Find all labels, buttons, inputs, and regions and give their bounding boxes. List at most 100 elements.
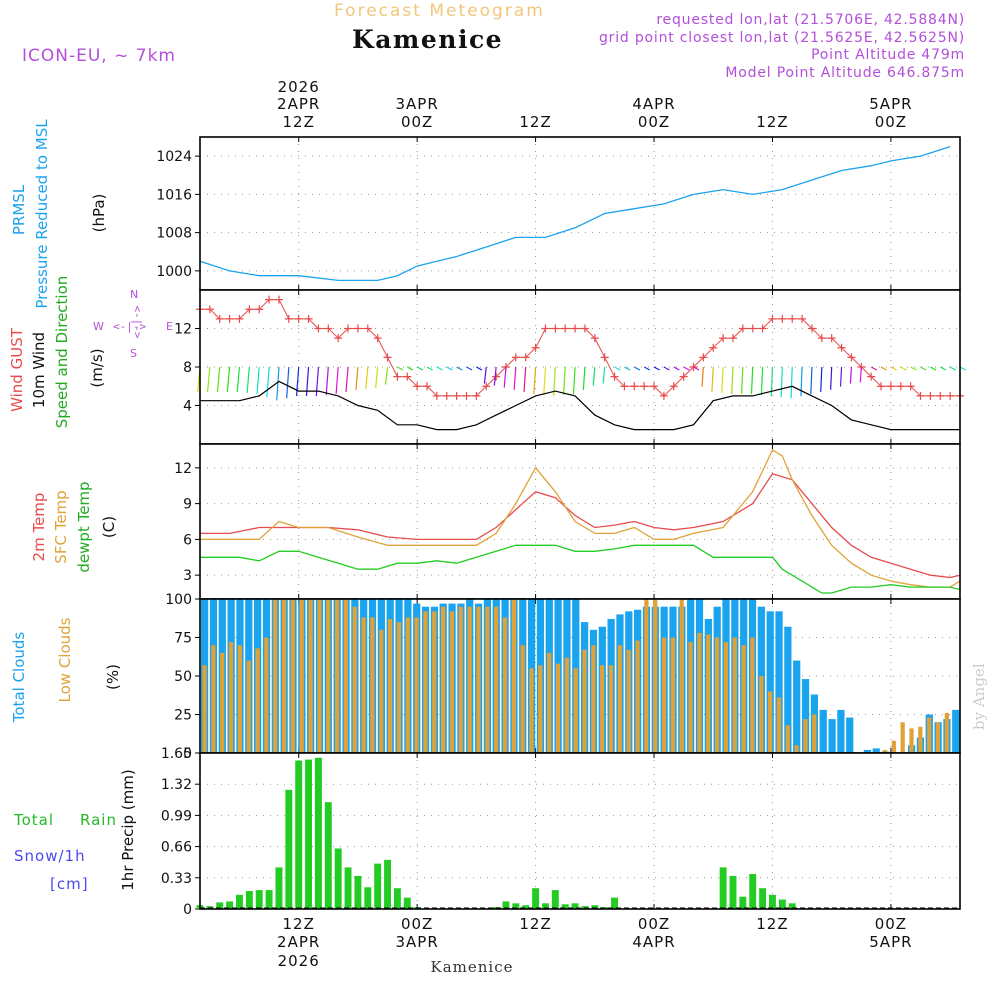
low-cloud-bar [326,599,331,753]
low-cloud-bar [697,632,702,753]
gust-marker [373,334,382,343]
wind-direction-arrow [295,366,300,397]
temp-panel: 3 6 9 12 [174,443,961,600]
gust-marker [571,324,580,333]
precip-bar [749,874,757,909]
wind-direction-arrow [643,366,651,371]
total-cloud-bar [863,749,872,753]
low-cloud-bar [944,712,949,753]
wind-label-3: Speed and Direction [53,276,71,429]
wind-direction-arrow [760,366,764,396]
gust-marker [946,391,955,400]
low-cloud-bar [617,645,622,753]
gust-marker [274,295,283,304]
wind-ytick-label-2: 12 [174,322,192,338]
model-name: ICON-EU, ~ 7km [22,46,176,66]
pressure-ytick-label-3: 1024 [156,149,192,165]
precip-bar [403,897,411,909]
wind-direction-arrow [582,366,586,390]
wind-direction-arrow [276,366,280,401]
gust-marker [413,382,422,391]
precip-bar [542,903,549,909]
precip-bar [393,888,401,909]
clouds-panel: 0 25 50 75 100 [165,592,961,762]
low-cloud-bar [485,606,490,753]
model-altitude: Model Point Altitude 646.875m [725,65,965,81]
wind-label-2: 10m Wind [30,332,48,408]
precip-bar [354,875,362,909]
wind-direction-arrow [930,366,937,371]
gust-marker [719,334,728,343]
top-time-label: 3APR [396,95,439,113]
top-time-label: 00Z [638,113,670,131]
bottom-time-label: 2026 [278,952,320,970]
top-time-label: 00Z [875,113,907,131]
wind-direction-arrow [634,366,641,371]
low-cloud-bar [502,617,508,753]
gust-marker [423,382,432,391]
wind-direction-arrow [523,366,527,392]
low-cloud-bar [370,617,375,753]
low-cloud-bar [494,606,499,753]
bottom-time-label: 00Z [401,915,433,933]
gust-marker [689,363,698,371]
gust-marker [886,382,895,391]
precip-bar [759,888,767,909]
low-cloud-bar [334,599,340,753]
low-cloud-bar [812,714,817,753]
wind-direction-arrow [701,366,704,387]
wind-direction-arrow [592,366,596,386]
wind-plot-area [200,290,960,444]
wind-direction-arrow [949,366,957,371]
low-cloud-bar [281,599,287,753]
low-cloud-bar [803,719,808,753]
gust-marker [482,382,491,391]
gust-marker [353,324,362,333]
gust-marker [383,353,392,362]
wind-direction-arrow [533,366,537,395]
low-cloud-bar [396,622,402,753]
clouds-ytick-label-0: 0 [183,746,192,762]
wind-ytick-label-1: 8 [183,360,192,376]
low-cloud-bar [564,657,569,753]
wind-direction-arrow [256,366,260,395]
low-cloud-bar [935,722,941,753]
temp-label-3: dewpt Temp [75,481,93,572]
gust-marker [728,334,737,343]
gust-marker [432,391,441,400]
low-cloud-bar [361,617,366,753]
low-cloud-bar [582,649,587,753]
gust-marker [511,353,520,362]
gust-marker [877,382,886,391]
gust-marker [847,353,856,362]
low-cloud-bar [661,637,667,753]
gust-marker [798,314,807,323]
wind-direction-arrow [750,366,754,395]
precip-bar [778,899,786,909]
wind-direction-arrow [476,366,483,371]
gust-marker [521,353,530,362]
pressure-unit: (hPa) [90,194,108,233]
gust-marker [225,314,234,323]
wind-direction-arrow [206,366,211,392]
top-time-label: 00Z [401,113,433,131]
gust-marker [699,353,708,362]
low-cloud-bar [387,619,393,753]
precip-bar [719,867,727,909]
precip-bar [364,887,372,909]
compass-arrow: <-|-> [113,320,146,333]
low-cloud-bar [441,606,446,753]
gust-marker [215,314,224,323]
clouds-ytick-label-3: 75 [174,631,192,647]
low-cloud-bar [343,599,349,753]
wind-direction-arrow [959,366,966,371]
wind-direction-arrow [810,366,813,395]
gust-marker [768,314,777,323]
precip-bar [275,867,283,909]
wind-direction-arrow [731,366,734,395]
temp-label-2: SFC Temp [52,490,70,563]
pressure-panel: 1000 1008 1016 1024 [156,136,961,291]
gust-marker [472,391,481,400]
low-cloud-bar [529,668,534,753]
